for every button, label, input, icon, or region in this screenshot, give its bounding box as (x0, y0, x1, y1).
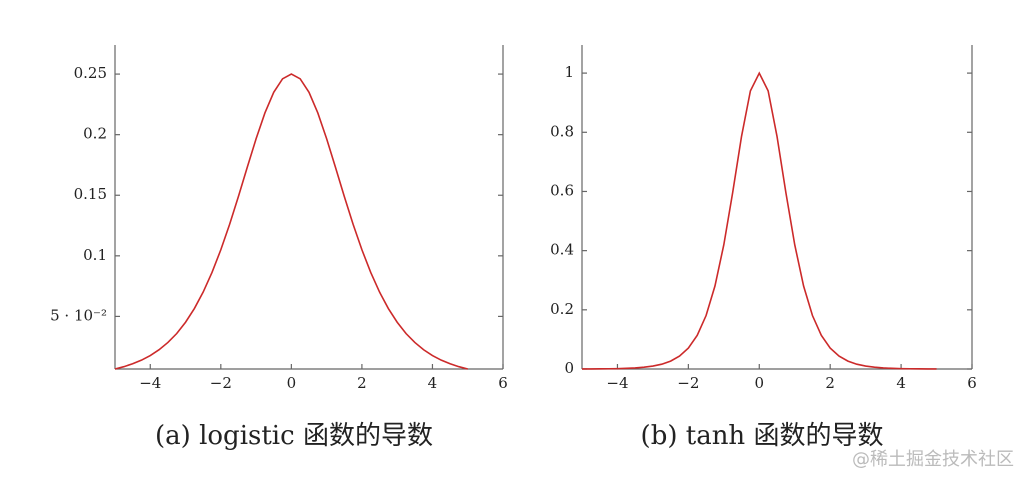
caption: (b) tanh 函数的导数 (641, 421, 884, 451)
x-tick-label: −2 (677, 374, 699, 392)
y-tick-label: 0.15 (74, 185, 107, 203)
y-tick-label: 0 (564, 359, 574, 377)
x-tick-label: 2 (825, 374, 835, 392)
y-tick-label: 0.1 (83, 246, 107, 264)
y-tick-label: 0.6 (550, 181, 574, 199)
x-tick-label: 4 (428, 374, 438, 392)
y-tick-label: 0.2 (550, 300, 574, 318)
x-tick-label: 6 (498, 374, 508, 392)
y-tick-label: 5 · 10⁻² (50, 306, 107, 324)
x-tick-label: −4 (606, 374, 628, 392)
x-tick-label: 6 (967, 374, 977, 392)
x-tick-label: 2 (357, 374, 367, 392)
x-tick-label: −2 (210, 374, 232, 392)
caption: (a) logistic 函数的导数 (155, 421, 433, 451)
y-tick-label: 0.4 (550, 241, 574, 259)
line (114, 73, 468, 370)
line (581, 71, 937, 370)
y-tick-label: 0.8 (550, 122, 574, 140)
y-tick-label: 0.25 (74, 64, 107, 82)
x-tick-label: 0 (754, 374, 764, 392)
watermark: @稀土掘金技术社区 (852, 449, 1014, 470)
y-tick-label: 1 (564, 63, 574, 81)
x-tick-label: 0 (287, 374, 297, 392)
y-tick-label: 0.2 (83, 125, 107, 143)
x-tick-label: −4 (139, 374, 161, 392)
x-tick-label: 4 (896, 374, 906, 392)
